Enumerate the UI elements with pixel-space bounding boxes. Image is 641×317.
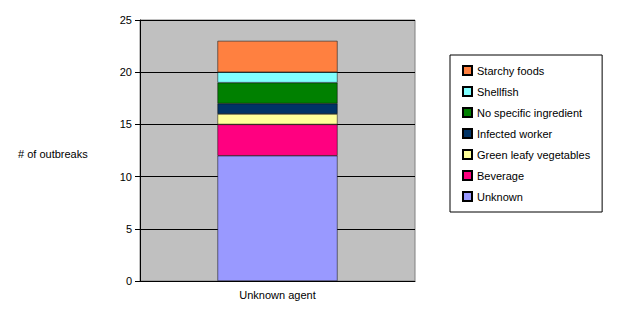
- svg-text:20: 20: [120, 66, 132, 78]
- svg-text:25: 25: [120, 14, 132, 26]
- svg-text:Starchy foods: Starchy foods: [477, 65, 545, 77]
- svg-text:Shellfish: Shellfish: [477, 86, 519, 98]
- svg-text:5: 5: [126, 223, 132, 235]
- svg-text:# of outbreaks: # of outbreaks: [18, 148, 88, 160]
- svg-text:Beverage: Beverage: [477, 170, 524, 182]
- svg-text:Infected worker: Infected worker: [477, 128, 553, 140]
- svg-text:0: 0: [126, 275, 132, 287]
- svg-text:Unknown: Unknown: [477, 191, 523, 203]
- svg-text:15: 15: [120, 118, 132, 130]
- svg-text:Green leafy vegetables: Green leafy vegetables: [477, 149, 591, 161]
- svg-text:10: 10: [120, 171, 132, 183]
- svg-text:Unknown agent: Unknown agent: [239, 289, 315, 301]
- svg-text:No specific ingredient: No specific ingredient: [477, 107, 582, 119]
